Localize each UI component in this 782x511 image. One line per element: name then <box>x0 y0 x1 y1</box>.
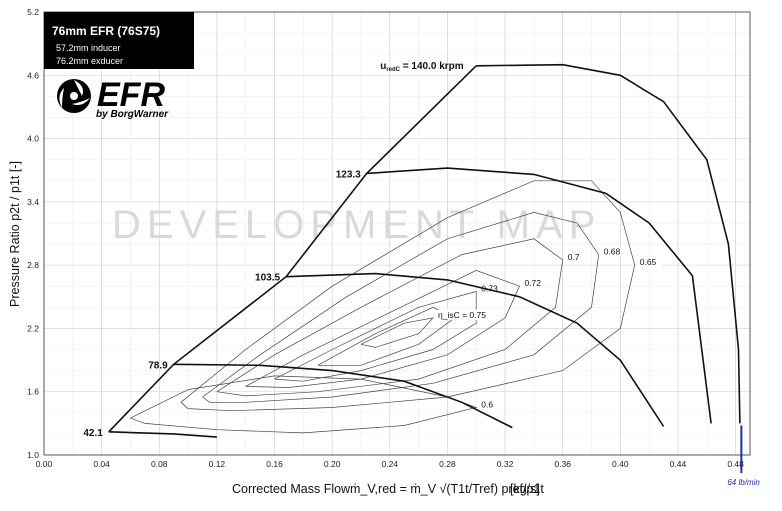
efficiency-label: 0.73 <box>481 284 498 294</box>
x-tick-label: 0.32 <box>497 459 514 469</box>
x-axis-formula: ṁ_V,red = ṁ_V √(T1t/Tref) pref/p1t <box>350 482 544 496</box>
y-tick-label: 4.6 <box>27 70 39 80</box>
efficiency-label-bg <box>479 399 499 410</box>
efficiency-label: 0.7 <box>568 252 580 262</box>
speed-line-label: uredC = 140.0 krpm <box>380 61 464 73</box>
efficiency-label-bg <box>522 278 547 289</box>
x-axis-title: Corrected Mass Flow <box>232 482 351 496</box>
efficiency-label-bg <box>436 309 501 320</box>
brand-inducer: 57.2mm inducer <box>56 43 121 53</box>
y-tick-label: 1.0 <box>27 450 39 460</box>
x-tick-label: 0.48 <box>727 459 744 469</box>
efficiency-contours: 0.60.650.680.70.720.730.74η_isC = 0.75 <box>130 180 662 434</box>
speed-line <box>108 431 217 438</box>
y-tick-label: 2.2 <box>27 323 39 333</box>
efficiency-contour <box>360 317 434 348</box>
brand-exducer: 76.2mm exducer <box>56 56 123 66</box>
efficiency-contour <box>180 180 636 412</box>
efficiency-label: η_isC = 0.75 <box>438 310 486 320</box>
efr-logo-text: EFR <box>97 76 165 114</box>
speed-line <box>286 272 665 427</box>
speed-line-label: 42.1 <box>83 428 103 439</box>
x-tick-label: 0.24 <box>382 459 399 469</box>
x-axis-unit: [kg/s] <box>510 482 540 496</box>
axis-ticks: 0.00 0.04 0.08 0.12 0.16 0.20 0.24 0.28 0.32 0.36… <box>27 7 744 469</box>
x-tick-label: 0.28 <box>439 459 456 469</box>
efficiency-label-bg <box>637 257 662 268</box>
brand-panel: 76mm EFR (76S75) 57.2mm inducer 76.2mm e… <box>44 12 194 120</box>
speed-line <box>173 363 513 429</box>
efficiency-label-bg <box>565 251 585 262</box>
speed-line-label: 103.5 <box>255 273 280 284</box>
speed-line-label: 78.9 <box>148 360 168 371</box>
reference-line-label: 64 lb/min <box>727 478 760 487</box>
speed-line-label: 123.3 <box>336 169 361 180</box>
y-tick-label: 1.6 <box>27 387 39 397</box>
borgwarner-text: by BorgWarner <box>96 109 169 120</box>
efficiency-label-bg <box>479 283 504 294</box>
brand-title: 76mm EFR (76S75) <box>52 24 160 38</box>
x-tick-label: 0.12 <box>209 459 226 469</box>
x-tick-label: 0.44 <box>670 459 687 469</box>
speed-line <box>366 167 712 424</box>
speed-line <box>476 63 741 424</box>
reference-line-64lb: 64 lb/min <box>727 425 760 487</box>
efficiency-label: 0.68 <box>604 247 621 257</box>
efficiency-contour <box>130 375 478 434</box>
y-tick-label: 3.4 <box>27 197 39 207</box>
x-tick-label: 0.08 <box>151 459 168 469</box>
efficiency-label: 0.65 <box>640 257 657 267</box>
speed-lines: 42.1 78.9 103.5 123.3 uredC = 140.0 krpm <box>83 61 741 439</box>
efficiency-contour <box>274 291 477 382</box>
turbine-logo-icon <box>57 79 91 113</box>
x-tick-label: 0.20 <box>324 459 341 469</box>
plot-frame <box>43 11 751 456</box>
efficiency-label-bg <box>601 246 626 257</box>
efficiency-contour <box>216 238 564 397</box>
y-axis-title: Pressure Ratio p2t / p1t [-] <box>8 161 22 307</box>
x-tick-label: 0.36 <box>554 459 571 469</box>
y-tick-label: 4.0 <box>27 134 39 144</box>
efficiency-contour <box>202 212 600 403</box>
y-tick-label: 2.8 <box>27 260 39 270</box>
efficiency-contour <box>245 270 520 388</box>
grid <box>43 11 750 456</box>
efficiency-label: 0.72 <box>524 278 541 288</box>
y-tick-label: 5.2 <box>27 7 39 17</box>
x-tick-label: 0.40 <box>612 459 629 469</box>
watermark-text: DEVELOPMENT MAP <box>112 203 601 247</box>
efficiency-label: 0.6 <box>481 400 493 410</box>
x-tick-label: 0.04 <box>93 459 110 469</box>
x-tick-label: 0.00 <box>36 459 53 469</box>
brand-box <box>44 12 194 69</box>
x-tick-label: 0.16 <box>266 459 283 469</box>
